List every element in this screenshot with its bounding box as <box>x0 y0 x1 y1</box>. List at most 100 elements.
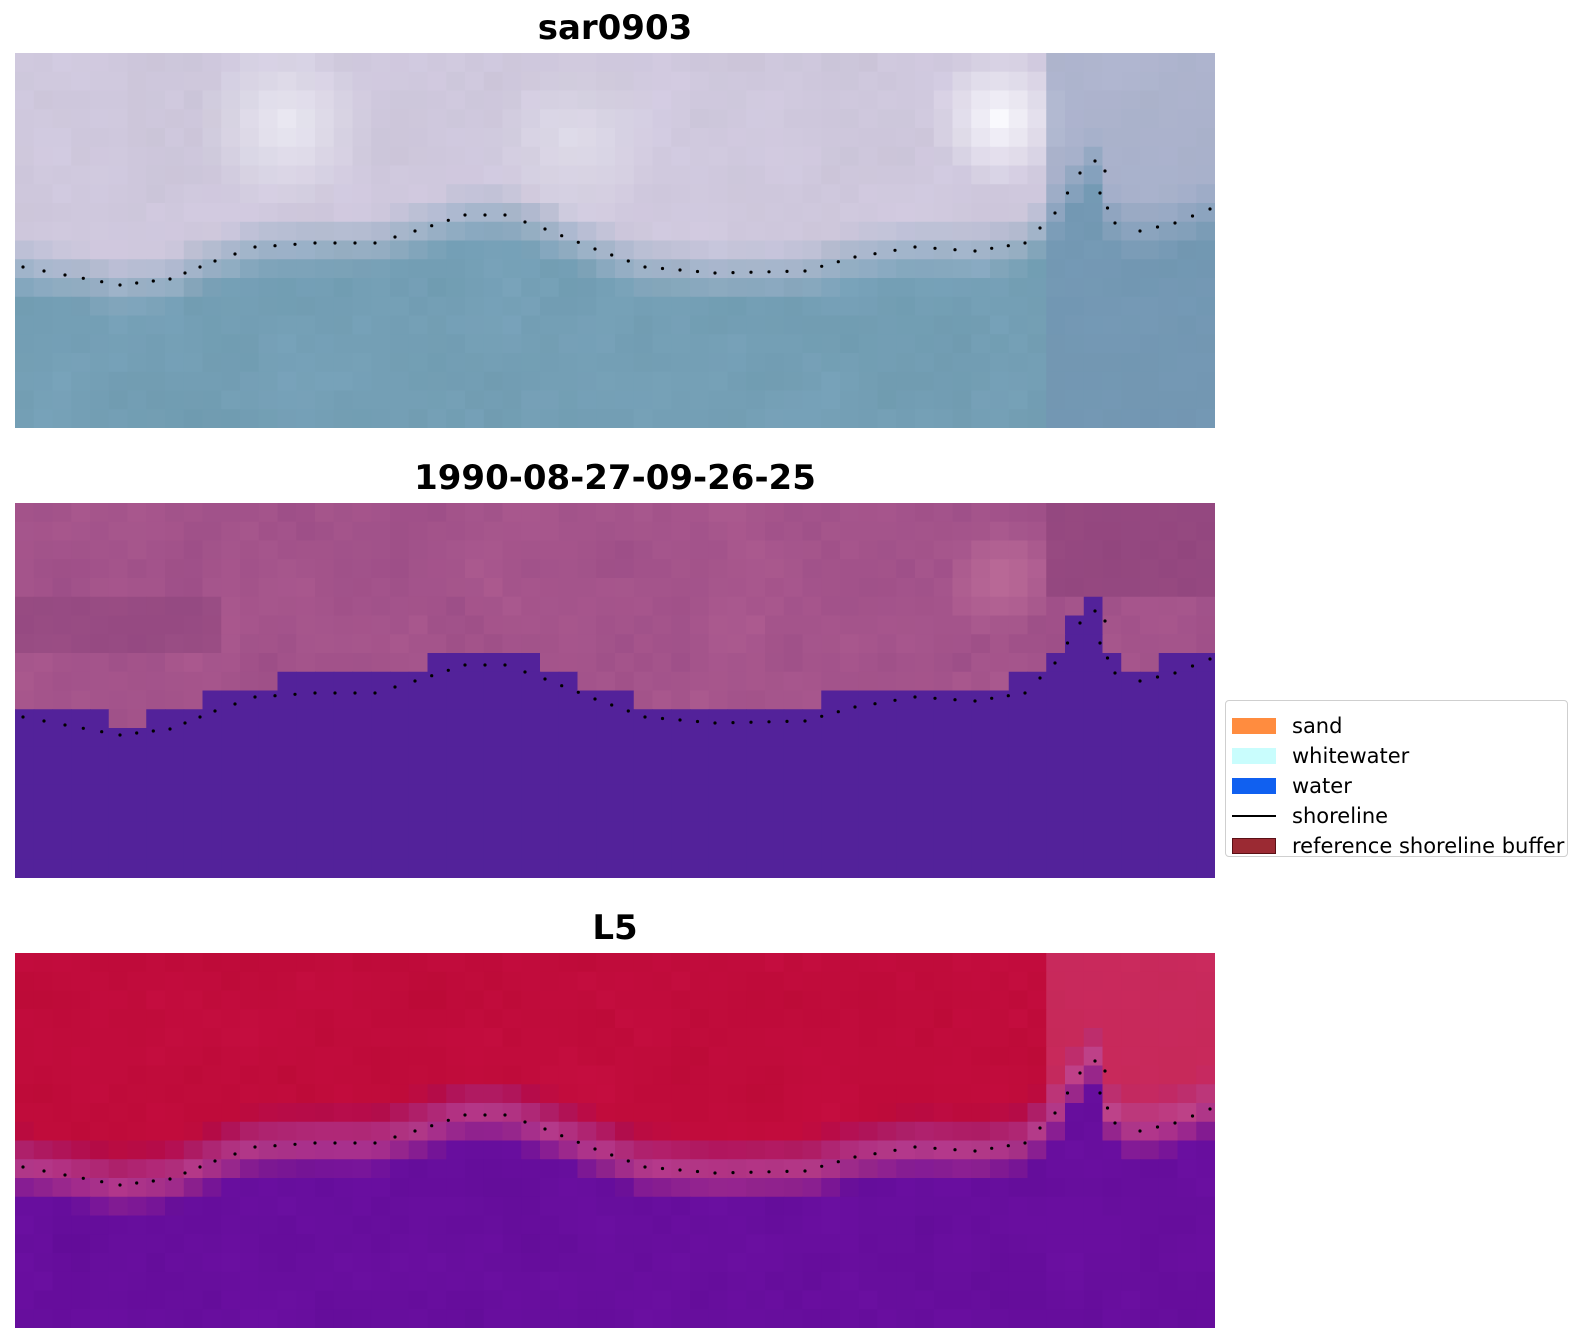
image-pixel <box>240 259 260 279</box>
image-pixel <box>1083 240 1104 260</box>
index-pixel <box>1083 1046 1104 1067</box>
class-pixel <box>33 653 54 673</box>
index-pixel <box>165 1253 185 1273</box>
index-pixel <box>352 1196 372 1217</box>
class-pixel <box>108 728 129 748</box>
index-pixel <box>765 1234 785 1254</box>
image-pixel <box>690 128 710 148</box>
index-pixel <box>483 1234 504 1254</box>
index-pixel <box>127 1159 147 1179</box>
class-pixel <box>240 803 260 823</box>
index-pixel <box>146 1290 166 1310</box>
index-pixel <box>915 1009 935 1029</box>
image-pixel <box>71 109 91 129</box>
index-pixel <box>558 1028 579 1048</box>
index-pixel <box>352 971 372 992</box>
index-pixel <box>146 1234 166 1254</box>
class-pixel <box>408 503 429 523</box>
class-pixel <box>427 765 447 785</box>
index-pixel <box>258 1178 279 1198</box>
index-pixel <box>933 971 954 992</box>
image-pixel <box>615 128 635 148</box>
class-pixel <box>127 503 147 523</box>
image-pixel <box>371 146 391 167</box>
image-pixel <box>1177 203 1197 223</box>
class-pixel <box>671 690 691 710</box>
index-pixel <box>202 971 222 992</box>
image-pixel <box>1083 71 1104 92</box>
class-pixel <box>1008 578 1029 598</box>
class-pixel <box>1008 821 1029 842</box>
class-pixel <box>71 821 91 842</box>
class-pixel <box>71 671 91 692</box>
index-pixel <box>877 1253 897 1273</box>
class-pixel <box>333 521 354 542</box>
index-pixel <box>521 1178 541 1198</box>
image-pixel <box>633 278 654 298</box>
image-pixel <box>352 409 372 428</box>
class-pixel <box>1065 634 1085 654</box>
index-pixel <box>333 1103 354 1123</box>
class-pixel <box>108 784 129 804</box>
class-pixel <box>877 653 897 673</box>
class-pixel <box>840 596 860 617</box>
image-pixel <box>52 278 72 298</box>
image-pixel <box>1083 221 1104 242</box>
index-pixel <box>183 1121 204 1142</box>
index-pixel <box>15 1009 35 1029</box>
index-pixel <box>577 1140 597 1160</box>
image-pixel <box>521 53 541 73</box>
shoreline-dot <box>610 253 614 257</box>
index-pixel <box>465 1290 485 1310</box>
index-pixel <box>221 1084 241 1104</box>
index-pixel <box>1027 1028 1047 1048</box>
image-pixel <box>971 334 991 354</box>
image-pixel <box>127 278 147 298</box>
shoreline-dots <box>21 609 1212 737</box>
index-pixel <box>1065 1159 1085 1179</box>
class-pixel <box>1177 803 1197 823</box>
class-pixel <box>952 765 972 785</box>
image-pixel <box>502 371 522 392</box>
class-pixel <box>671 840 691 860</box>
image-pixel <box>221 259 241 279</box>
index-pixel <box>390 990 410 1010</box>
class-pixel <box>1177 821 1197 842</box>
index-pixel <box>221 1290 241 1310</box>
class-pixel <box>240 578 260 598</box>
image-pixel <box>540 278 560 298</box>
index-pixel <box>1027 1196 1047 1217</box>
class-pixel <box>540 690 560 710</box>
image-pixel <box>708 296 729 317</box>
class-pixel <box>446 690 466 710</box>
class-pixel <box>1177 559 1197 579</box>
class-pixel <box>896 728 916 748</box>
shoreline-dot <box>695 1169 700 1174</box>
image-pixel <box>1121 334 1141 354</box>
index-pixel <box>727 1065 747 1085</box>
index-pixel <box>1177 1121 1197 1142</box>
index-pixel <box>427 953 447 973</box>
image-pixel <box>1083 203 1104 223</box>
shoreline-dot <box>560 1134 564 1138</box>
image-pixel <box>446 146 466 167</box>
image-pixel <box>671 128 691 148</box>
class-pixel <box>202 728 222 748</box>
index-pixel <box>521 1103 541 1123</box>
image-pixel <box>352 296 372 317</box>
image-pixel <box>671 315 691 335</box>
image-pixel <box>765 259 785 279</box>
legend-label: sand <box>1292 714 1343 738</box>
image-pixel <box>558 221 579 242</box>
class-pixel <box>690 859 710 878</box>
index-pixel <box>90 1121 110 1142</box>
index-pixel <box>1177 990 1197 1010</box>
class-pixel <box>371 521 391 542</box>
class-pixel <box>802 709 822 729</box>
image-pixel <box>577 390 597 410</box>
class-pixel <box>1177 540 1197 560</box>
index-pixel <box>371 1309 391 1328</box>
image-pixel <box>952 278 972 298</box>
class-pixel <box>502 728 522 748</box>
class-pixel <box>877 615 897 635</box>
